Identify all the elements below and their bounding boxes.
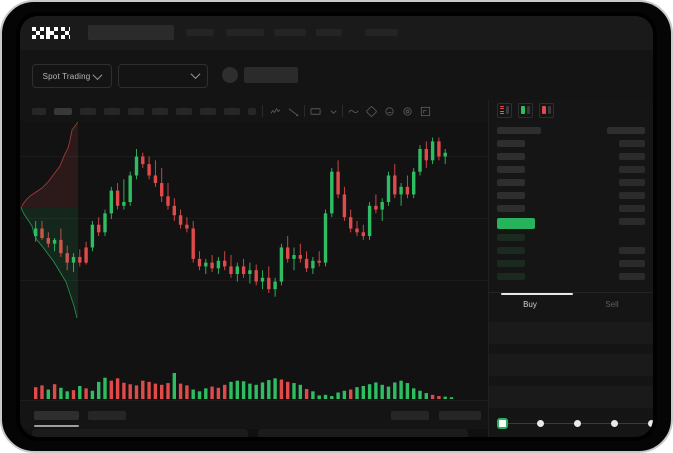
chart-toolbar [20,100,489,123]
orderbook-right-value [619,166,645,173]
bottom-action-2[interactable] [439,411,481,420]
measure-icon[interactable] [310,106,321,117]
volume-series [34,373,454,399]
top-navigation-bar [20,16,653,51]
slider-handle[interactable] [497,418,508,429]
depth-chart-overlay [20,122,78,318]
timeframe-8[interactable] [224,108,240,115]
settings-icon[interactable] [402,106,413,117]
price-field[interactable] [489,322,653,345]
slider-step-100[interactable] [648,420,653,427]
magnet-icon[interactable] [384,106,395,117]
pair-avatar [222,67,238,83]
orderbook-ask-row[interactable] [497,179,525,186]
timeframe-6[interactable] [176,108,192,115]
slider-step-25[interactable] [537,420,544,427]
orderbook-last-price [497,218,535,229]
orderbook-mode-both[interactable] [497,103,512,118]
orderbook-ask-row[interactable] [497,205,525,212]
pair-selector-dropdown[interactable] [118,64,208,88]
orderbook-header-right [607,127,645,134]
trendline-icon[interactable] [288,106,299,117]
orderbook-right-value [619,192,645,199]
orderbook-panel: Buy Sell [488,100,653,437]
ruler-icon[interactable] [366,106,377,117]
toolbar-divider [304,105,305,117]
amount-field[interactable] [489,354,653,377]
orderbook-right-value [619,247,645,254]
slider-step-50[interactable] [574,420,581,427]
toolbar-divider [342,105,343,117]
orderbook-right-value [619,218,645,225]
orderbook-right-value [619,205,645,212]
order-form-tabs: Buy Sell [489,292,653,319]
amount-slider[interactable] [497,418,653,430]
okx-logo[interactable] [32,27,70,39]
timeframe-1[interactable] [54,108,72,115]
orderbook-right-value [619,179,645,186]
timeframe-5[interactable] [152,108,168,115]
footer-strip [20,429,653,437]
orderbook-bid-row[interactable] [497,260,525,267]
orderbook-right-value [619,140,645,147]
volume-chart [20,365,489,401]
orderbook-ask-row[interactable] [497,192,525,199]
orderbook-header-left [497,127,541,134]
timeframe-4[interactable] [128,108,144,115]
tab-buy[interactable]: Buy [523,300,537,309]
active-order-tab-underline [501,293,573,295]
orderbook-bid-row[interactable] [497,234,525,241]
pair-stats-bar: Spot Trading [20,50,653,124]
timeframe-3[interactable] [104,108,120,115]
orderbook-mode-bids[interactable] [518,103,533,118]
footer-bar-1 [32,429,248,437]
spot-trading-label: Spot Trading [42,71,91,81]
nav-item-2[interactable] [226,29,264,36]
timeframe-0[interactable] [32,108,46,115]
search-input[interactable] [88,25,174,40]
tab-order-history[interactable] [88,411,126,420]
wave-icon[interactable] [348,106,359,117]
pair-name-label [244,67,298,83]
footer-bar-2 [258,429,468,437]
spot-trading-dropdown[interactable]: Spot Trading [32,64,112,88]
timeframe-2[interactable] [80,108,96,115]
timeframe-9[interactable] [248,108,256,115]
indicator-icon[interactable] [270,106,281,117]
toolbar-divider [262,105,263,117]
active-tab-underline [34,425,79,427]
slider-step-75[interactable] [611,420,618,427]
fullscreen-icon[interactable] [420,106,431,117]
orderbook-mode-switcher [497,103,554,118]
chevron-down-icon [190,69,201,80]
device-bezel: Spot Trading [16,12,657,441]
nav-item-4[interactable] [316,29,342,36]
tab-open-orders[interactable] [34,411,79,420]
chart-gridline [20,218,489,219]
orderbook-right-value [619,260,645,267]
orderbook-ask-row[interactable] [497,153,525,160]
orderbook-bid-row[interactable] [497,273,525,280]
chart-gridline [20,156,489,157]
candlestick-chart[interactable] [20,122,489,365]
timeframe-7[interactable] [200,108,216,115]
bottom-action-1[interactable] [391,411,429,420]
orderbook-right-value [619,273,645,280]
orderbook-ask-row[interactable] [497,140,525,147]
candlestick-series [34,137,447,297]
orderbook-mode-asks[interactable] [539,103,554,118]
chevron-down-icon [92,69,103,80]
total-field[interactable] [489,386,653,409]
chevron-down-icon[interactable] [328,106,339,117]
nav-item-3[interactable] [274,29,306,36]
app-screen: Spot Trading [20,16,653,437]
nav-item-5[interactable] [365,29,398,36]
nav-item-1[interactable] [186,29,214,36]
orderbook-right-value [619,153,645,160]
orderbook-ask-row[interactable] [497,166,525,173]
tab-sell[interactable]: Sell [605,300,619,309]
orderbook-bid-row[interactable] [497,247,525,254]
